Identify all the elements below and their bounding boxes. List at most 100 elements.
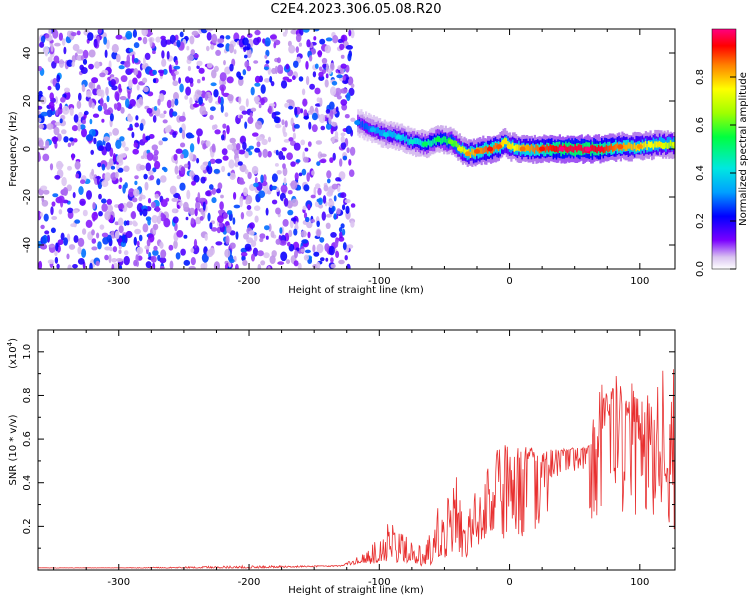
noise-blob bbox=[190, 217, 195, 225]
noise-blob bbox=[148, 170, 154, 176]
noise-blob bbox=[153, 149, 159, 156]
noise-blob bbox=[79, 124, 86, 130]
noise-blob bbox=[328, 101, 335, 110]
noise-blob bbox=[229, 172, 236, 180]
ridge-band bbox=[393, 131, 396, 138]
noise-blob bbox=[211, 227, 218, 232]
noise-blob bbox=[183, 259, 191, 266]
noise-blob bbox=[233, 49, 237, 55]
noise-blob bbox=[154, 106, 158, 111]
noise-blob bbox=[138, 196, 143, 202]
noise-blob bbox=[207, 212, 211, 222]
ridge-band bbox=[532, 145, 535, 152]
y-tick-label: 0.4 bbox=[22, 475, 33, 491]
noise-blob bbox=[71, 61, 75, 68]
colorbar-tick-label: 0.2 bbox=[695, 213, 706, 229]
snr-scale-label: (x104) bbox=[6, 338, 19, 369]
noise-blob bbox=[244, 169, 249, 175]
noise-blob bbox=[204, 93, 209, 101]
noise-blob bbox=[102, 236, 109, 245]
noise-blob bbox=[161, 137, 168, 142]
ridge-band bbox=[479, 147, 482, 154]
noise-blob bbox=[215, 49, 222, 57]
noise-blob bbox=[78, 92, 82, 101]
noise-blob bbox=[217, 182, 223, 190]
x-tick-label: -300 bbox=[107, 577, 130, 588]
noise-blob bbox=[264, 54, 268, 59]
noise-blob bbox=[336, 208, 341, 215]
noise-blob bbox=[98, 193, 102, 200]
ridge-point bbox=[539, 146, 546, 152]
colorbar-tick-label: 0.8 bbox=[695, 69, 706, 85]
snr-marks bbox=[38, 369, 675, 570]
noise-blob bbox=[260, 84, 266, 94]
noise-blob bbox=[50, 206, 54, 216]
ridge-band bbox=[377, 127, 380, 134]
noise-blob bbox=[46, 109, 53, 118]
noise-blob bbox=[333, 195, 337, 202]
noise-blob bbox=[283, 197, 289, 207]
noise-blob bbox=[73, 114, 79, 123]
noise-blob bbox=[330, 86, 337, 96]
noise-blob bbox=[319, 159, 327, 164]
noise-blob bbox=[217, 43, 224, 48]
noise-blob bbox=[260, 97, 265, 106]
ridge-band bbox=[572, 146, 576, 153]
noise-blob bbox=[245, 200, 250, 205]
noise-blob bbox=[313, 251, 320, 257]
noise-blob bbox=[324, 79, 329, 88]
noise-blob bbox=[142, 77, 148, 84]
noise-blob bbox=[254, 147, 261, 153]
noise-blob bbox=[48, 101, 55, 109]
ridge-band bbox=[608, 145, 611, 152]
noise-blob bbox=[117, 203, 125, 210]
noise-blob bbox=[350, 220, 355, 228]
noise-blob bbox=[42, 153, 50, 162]
noise-blob bbox=[311, 170, 315, 176]
noise-blob bbox=[222, 155, 229, 161]
noise-blob bbox=[159, 241, 164, 249]
noise-blob bbox=[108, 131, 113, 137]
ridge-band bbox=[452, 141, 455, 148]
ridge-band bbox=[624, 144, 627, 151]
noise-blob bbox=[116, 102, 122, 112]
noise-blob bbox=[195, 200, 201, 211]
noise-blob bbox=[178, 115, 186, 122]
noise-blob bbox=[118, 265, 123, 269]
noise-blob bbox=[188, 207, 196, 216]
ridge-band bbox=[579, 144, 582, 151]
noise-blob bbox=[248, 230, 255, 236]
ridge-band bbox=[501, 141, 504, 149]
ridge-band bbox=[574, 145, 577, 157]
noise-blob bbox=[303, 212, 308, 219]
noise-blob bbox=[288, 44, 296, 54]
noise-blob bbox=[164, 126, 172, 133]
noise-blob bbox=[91, 229, 95, 236]
noise-blob bbox=[46, 123, 54, 130]
noise-blob bbox=[160, 175, 167, 183]
noise-blob bbox=[68, 244, 76, 250]
ridge-band bbox=[629, 142, 632, 149]
noise-blob bbox=[331, 136, 335, 144]
noise-blob bbox=[165, 197, 170, 202]
noise-blob bbox=[241, 110, 248, 115]
noise-blob bbox=[152, 50, 156, 54]
noise-blob bbox=[325, 109, 331, 114]
ridge-band bbox=[563, 144, 566, 151]
noise-blob bbox=[263, 252, 270, 259]
noise-blob bbox=[232, 217, 236, 225]
noise-blob bbox=[283, 177, 287, 185]
noise-blob bbox=[325, 37, 333, 42]
heatmap-marks bbox=[38, 29, 675, 269]
noise-blob bbox=[160, 249, 167, 259]
noise-blob bbox=[251, 253, 255, 262]
noise-blob bbox=[301, 239, 309, 244]
noise-blob bbox=[171, 197, 178, 202]
noise-blob bbox=[320, 153, 327, 158]
colorbar-axis: 0.0 0.2 0.4 0.6 0.8 bbox=[695, 28, 737, 277]
noise-blob bbox=[192, 244, 200, 255]
noise-blob bbox=[342, 242, 347, 251]
noise-blob bbox=[183, 201, 189, 211]
noise-blob bbox=[133, 236, 137, 246]
x-tick-label: 0 bbox=[506, 276, 512, 287]
